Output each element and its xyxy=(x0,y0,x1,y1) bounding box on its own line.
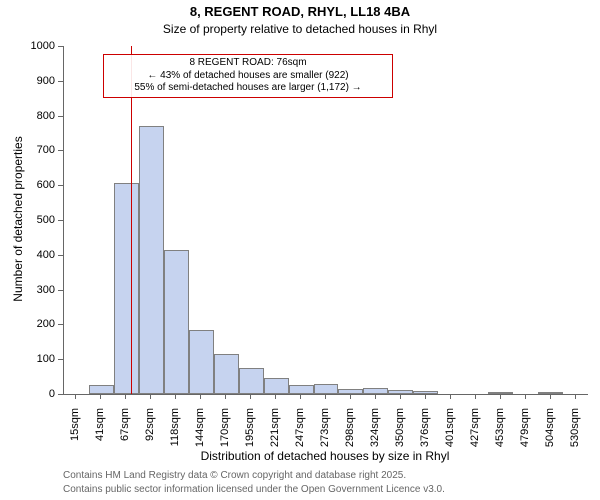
xtick-mark xyxy=(450,394,451,399)
ytick-mark xyxy=(58,290,63,291)
xtick-mark xyxy=(225,394,226,399)
annotation-line: 8 REGENT ROAD: 76sqm xyxy=(108,57,388,70)
histogram-bar xyxy=(388,390,413,394)
ytick-mark xyxy=(58,46,63,47)
histogram-bar xyxy=(264,378,289,394)
annotation-line: ← 43% of detached houses are smaller (92… xyxy=(108,70,388,83)
ytick-label: 0 xyxy=(0,388,55,400)
xtick-mark xyxy=(175,394,176,399)
xtick-mark xyxy=(150,394,151,399)
ytick-label: 600 xyxy=(0,179,55,191)
xtick-mark xyxy=(575,394,576,399)
footer-line2: Contains public sector information licen… xyxy=(63,484,445,495)
ytick-label: 200 xyxy=(0,318,55,330)
histogram-bar xyxy=(488,392,513,394)
xtick-mark xyxy=(350,394,351,399)
xtick-mark xyxy=(400,394,401,399)
xtick-mark xyxy=(550,394,551,399)
histogram-bar xyxy=(214,354,239,394)
histogram-bar xyxy=(363,388,388,394)
footer-line1: Contains HM Land Registry data © Crown c… xyxy=(63,470,406,481)
histogram-bar xyxy=(89,385,114,394)
xtick-mark xyxy=(75,394,76,399)
title-main: 8, REGENT ROAD, RHYL, LL18 4BA xyxy=(0,4,600,19)
histogram-bar xyxy=(164,250,189,394)
annotation-line: 55% of semi-detached houses are larger (… xyxy=(108,82,388,95)
histogram-bar xyxy=(413,391,438,394)
ytick-label: 800 xyxy=(0,110,55,122)
histogram-bar xyxy=(139,126,164,394)
ytick-mark xyxy=(58,150,63,151)
ytick-label: 500 xyxy=(0,214,55,226)
ytick-label: 1000 xyxy=(0,40,55,52)
ytick-mark xyxy=(58,324,63,325)
ytick-mark xyxy=(58,359,63,360)
ytick-label: 100 xyxy=(0,353,55,365)
ytick-mark xyxy=(58,255,63,256)
ytick-mark xyxy=(58,185,63,186)
xtick-mark xyxy=(250,394,251,399)
ytick-mark xyxy=(58,220,63,221)
ytick-label: 400 xyxy=(0,249,55,261)
xtick-mark xyxy=(275,394,276,399)
xtick-mark xyxy=(100,394,101,399)
ytick-mark xyxy=(58,81,63,82)
title-sub: Size of property relative to detached ho… xyxy=(0,22,600,36)
xtick-mark xyxy=(125,394,126,399)
histogram-bar xyxy=(289,385,314,394)
xtick-mark xyxy=(300,394,301,399)
histogram-bar xyxy=(314,384,339,394)
ytick-mark xyxy=(58,394,63,395)
xtick-mark xyxy=(500,394,501,399)
marker-line xyxy=(131,46,133,394)
xtick-mark xyxy=(325,394,326,399)
histogram-bar xyxy=(189,330,214,394)
plot-area xyxy=(63,46,588,395)
ytick-mark xyxy=(58,116,63,117)
xtick-mark xyxy=(200,394,201,399)
ytick-label: 700 xyxy=(0,144,55,156)
histogram-bar xyxy=(114,183,139,394)
y-axis-title: Number of detached properties xyxy=(11,45,25,393)
ytick-label: 300 xyxy=(0,284,55,296)
histogram-bar xyxy=(538,392,563,394)
annotation-box: 8 REGENT ROAD: 76sqm← 43% of detached ho… xyxy=(103,54,393,98)
xtick-mark xyxy=(375,394,376,399)
histogram-bar xyxy=(239,368,264,394)
xtick-mark xyxy=(525,394,526,399)
x-axis-title: Distribution of detached houses by size … xyxy=(63,449,587,463)
xtick-mark xyxy=(475,394,476,399)
histogram-bar xyxy=(338,389,363,394)
xtick-mark xyxy=(425,394,426,399)
ytick-label: 900 xyxy=(0,75,55,87)
